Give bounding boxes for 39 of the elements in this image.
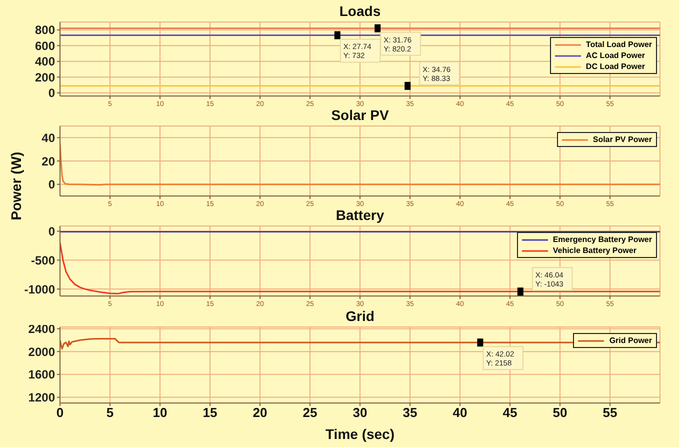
- x-tick-label: 50: [552, 405, 568, 420]
- y-tick-label: 1600: [28, 368, 56, 382]
- y-tick-label: 20: [42, 154, 56, 168]
- y-tick-label: 2000: [28, 344, 56, 359]
- legend-label: DC Load Power: [586, 61, 646, 72]
- x-tick-label: 40: [452, 405, 468, 420]
- line-series: [60, 142, 660, 186]
- chart-title: Solar PV: [330, 107, 390, 123]
- legend-label: Grid Power: [609, 335, 652, 346]
- legend-label: Vehicle Battery Power: [552, 245, 636, 256]
- y-tick-label: 0: [48, 224, 56, 238]
- legend-label: Solar PV Power: [592, 134, 652, 145]
- y-tick-label: 400: [34, 54, 56, 69]
- y-axis-title: Power (W): [7, 150, 25, 222]
- chart-title: Loads: [338, 3, 382, 19]
- x-tick-label: 35: [402, 405, 418, 420]
- legend-label: Emergency Battery Power: [552, 234, 652, 245]
- x-tick-label: 45: [502, 405, 518, 420]
- chart-title: Battery: [334, 207, 386, 223]
- legend-label: Total Load Power: [586, 39, 652, 50]
- x-tick-label: 10: [152, 405, 168, 420]
- x-axis-title: Time (sec): [324, 425, 396, 443]
- x-tick-label: 25: [302, 405, 318, 420]
- y-tick-label: 40: [42, 130, 56, 145]
- y-tick-label: 0: [48, 178, 56, 192]
- y-tick-label: 1200: [28, 390, 56, 405]
- chart-title: Grid: [344, 308, 376, 324]
- y-tick-label: 600: [34, 38, 56, 53]
- legend-label: AC Load Power: [586, 50, 646, 61]
- x-tick-label: 55: [602, 405, 618, 420]
- x-tick-label: 5: [106, 405, 114, 420]
- x-tick-label: 20: [252, 405, 268, 420]
- x-tick-label: 15: [202, 405, 218, 420]
- x-tick-label: 30: [352, 405, 368, 420]
- y-tick-label: 800: [34, 23, 56, 38]
- y-tick-label: -1000: [24, 282, 56, 296]
- y-tick-label: -500: [30, 253, 56, 268]
- line-series: [60, 338, 660, 350]
- y-tick-label: 200: [34, 70, 56, 84]
